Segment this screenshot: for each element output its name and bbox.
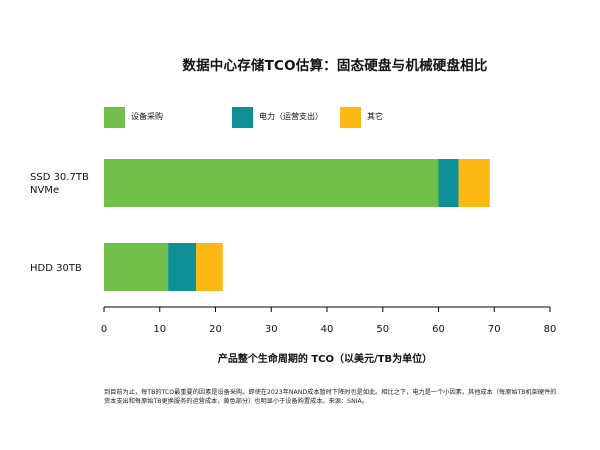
bar-segment-0-2 [458,159,490,207]
legend-label-equipment: 设备采购 [131,112,163,121]
x-tick-label-8: 80 [544,324,557,335]
legend-swatch-power [232,107,253,128]
x-tick-label-4: 40 [321,324,334,335]
x-tick-label-6: 60 [432,324,445,335]
legend-swatch-equipment [104,107,125,128]
x-axis-label: 产品整个生命周期的 TCO（以美元/TB为单位） [217,354,433,365]
legend-label-power: 电力（运营支出） [259,112,323,121]
category-label-hdd-line1: HDD 30TB [30,263,82,274]
x-tick-label-3: 30 [265,324,278,335]
category-label-ssd: SSD 30.7TB NVMe [30,171,89,197]
bar-segment-1-0 [104,243,169,291]
bar-segment-0-1 [438,159,459,207]
bar-segment-0-0 [104,159,439,207]
category-label-ssd-line1: SSD 30.7TB [30,172,89,183]
chart-title: 数据中心存储TCO估算：固态硬盘与机械硬盘相比 [182,58,488,74]
x-tick-label-7: 70 [488,324,501,335]
bar-segment-1-1 [168,243,196,291]
legend-label-other: 其它 [367,112,383,121]
category-label-ssd-line2: NVMe [30,185,60,196]
legend-swatch-other [340,107,361,128]
category-label-hdd: HDD 30TB [30,262,82,275]
bar-segment-1-2 [195,243,223,291]
x-tick-label-0: 0 [101,324,107,335]
x-tick-label-5: 50 [376,324,389,335]
footnote: 到目前为止，每TB的TCO最重要的因素是设备采购。即使在2023年NAND成本暂… [104,389,557,405]
x-tick-label-1: 10 [153,324,166,335]
x-tick-label-2: 20 [209,324,222,335]
